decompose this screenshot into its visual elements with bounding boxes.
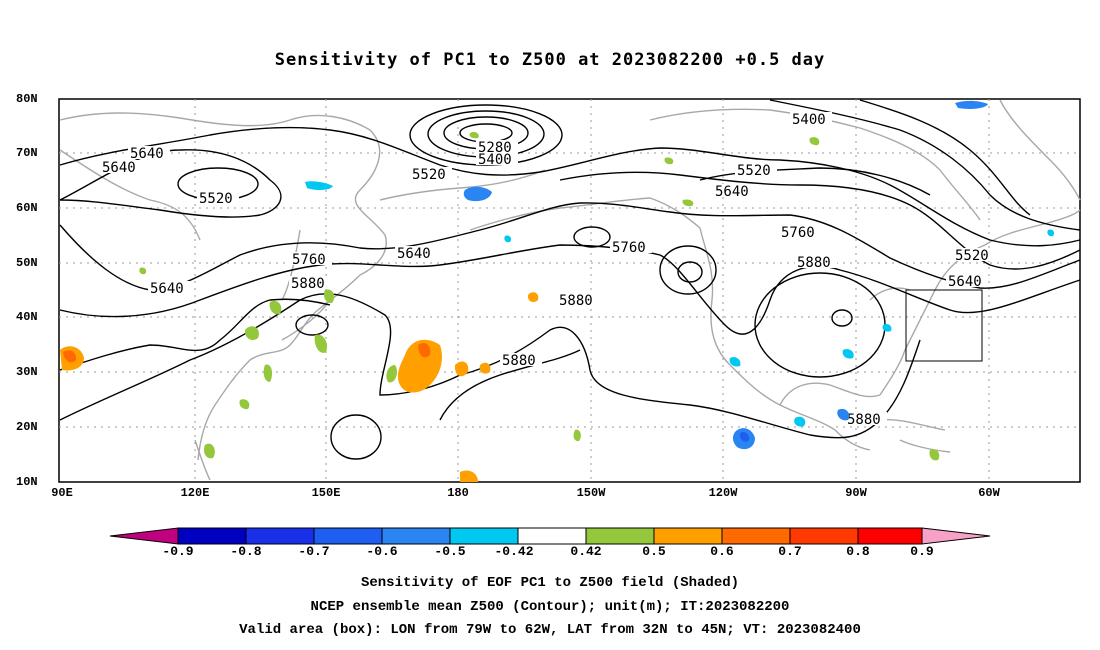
map-frame: [58, 98, 1081, 483]
lon-label-150w: 150W: [576, 486, 606, 500]
contour-label-text: 5640: [948, 274, 982, 290]
contour-label-text: 5640: [397, 246, 431, 262]
contour-label-5880-c: 5880: [500, 353, 542, 369]
contour-label-text: 5400: [478, 152, 512, 168]
map-title: Sensitivity of PC1 to Z500 at 2023082200…: [274, 50, 826, 70]
colorbar-segment-3: [313, 527, 383, 545]
colorbar-segment-4: [381, 527, 451, 545]
contour-label-text: 5760: [612, 240, 646, 256]
colorbar-segment-5: [449, 527, 519, 545]
colorbar-segment-9: [721, 527, 791, 545]
colorbar-segment-10: [789, 527, 859, 545]
colorbar-label: 0.5: [642, 544, 666, 559]
contour-label-text: 5640: [130, 146, 164, 162]
colorbar-segment-1: [177, 527, 247, 545]
contour-label-5400-b: 5400: [790, 112, 832, 128]
valid-area-box: [905, 289, 983, 362]
contour-label-text: 5520: [199, 191, 233, 207]
colorbar-label: 0.9: [910, 544, 934, 559]
contour-label-5640-a: 5640: [128, 146, 170, 162]
coastlines: [59, 99, 1081, 481]
lat-label-40n: 40N: [16, 310, 38, 324]
contour-label-text: 5520: [737, 163, 771, 179]
contour-label-text: 5520: [412, 167, 446, 183]
contour-label-5640-c: 5640: [395, 246, 437, 262]
lon-label-60w: 60W: [978, 486, 1000, 500]
contour-label-5880-e: 5880: [845, 412, 887, 428]
contour-label-5640-f: 5640: [946, 274, 988, 290]
lat-label-60n: 60N: [16, 201, 38, 215]
lon-label-120w: 120W: [708, 486, 738, 500]
colorbar-label: -0.6: [366, 544, 398, 559]
lon-label-120e: 120E: [180, 486, 210, 500]
contour-label-5760-c: 5760: [779, 225, 821, 241]
contour-label-5520-b: 5520: [197, 191, 239, 207]
colorbar-label: 0.6: [710, 544, 734, 559]
colorbar-segment-2: [245, 527, 315, 545]
lon-label-150e: 150E: [311, 486, 341, 500]
contour-label-text: 5760: [781, 225, 815, 241]
contour-label-5760-b: 5760: [610, 240, 652, 256]
colorbar-label: 0.8: [846, 544, 870, 559]
lon-label-180: 180: [447, 486, 469, 500]
contour-label-text: 5640: [150, 281, 184, 297]
lat-label-80n: 80N: [16, 92, 38, 106]
contour-label-5880-a: 5880: [289, 276, 331, 292]
contour-label-text: 5880: [559, 293, 593, 309]
contour-label-text: 5880: [291, 276, 325, 292]
sensitivity-shading: [60, 100, 1055, 482]
contour-label-text: 5880: [847, 412, 881, 428]
contour-label-5520-d: 5520: [953, 248, 995, 264]
contour-label-5520-c: 5520: [735, 163, 777, 179]
colorbar-label: -0.42: [494, 544, 534, 559]
contour-label-5880-b: 5880: [557, 293, 599, 309]
z500-contours: [59, 99, 1081, 460]
contour-label-5880-d: 5880: [795, 255, 837, 271]
contour-label-text: 5640: [102, 160, 136, 176]
caption-line-3: Valid area (box): LON from 79W to 62W, L…: [239, 622, 861, 638]
caption-line-2: NCEP ensemble mean Z500 (Contour); unit(…: [310, 599, 790, 615]
colorbar-label: -0.8: [230, 544, 262, 559]
lat-label-50n: 50N: [16, 256, 38, 270]
colorbar-segment-0: [109, 527, 179, 545]
colorbar-label: -0.5: [434, 544, 466, 559]
contour-label-5760-a: 5760: [290, 252, 332, 268]
lat-label-20n: 20N: [16, 420, 38, 434]
contour-label-text: 5880: [797, 255, 831, 271]
colorbar-label: 0.42: [570, 544, 602, 559]
contour-label-5520-a: 5520: [410, 167, 452, 183]
lon-label-90w: 90W: [845, 486, 867, 500]
contour-label-text: 5520: [955, 248, 989, 264]
contour-label-5640-d: 5640: [148, 281, 190, 297]
lat-label-30n: 30N: [16, 365, 38, 379]
contour-label-text: 5760: [292, 252, 326, 268]
colorbar-label: -0.7: [298, 544, 330, 559]
contour-label-text: 5400: [792, 112, 826, 128]
contour-label-text: 5880: [502, 353, 536, 369]
contour-label-5400: 5400: [476, 152, 518, 168]
colorbar-segment-7: [585, 527, 655, 545]
contour-labels: 5280 5400 5520 5520 5520 5520 5400 5640 …: [100, 112, 995, 428]
lat-label-10n: 10N: [16, 475, 38, 489]
colorbar-label: -0.9: [162, 544, 194, 559]
colorbar-segment-11: [857, 527, 923, 545]
contour-label-5640-b: 5640: [100, 160, 142, 176]
colorbar-segment-12: [921, 527, 991, 545]
lat-label-70n: 70N: [16, 146, 38, 160]
contour-label-text: 5640: [715, 184, 749, 200]
caption-line-1: Sensitivity of EOF PC1 to Z500 field (Sh…: [360, 575, 740, 591]
colorbar: [109, 527, 991, 545]
colorbar-segment-6: [517, 527, 587, 545]
contour-label-5640-e: 5640: [713, 184, 755, 200]
colorbar-label: 0.7: [778, 544, 802, 559]
lon-label-90e: 90E: [51, 486, 73, 500]
colorbar-segment-8: [653, 527, 723, 545]
